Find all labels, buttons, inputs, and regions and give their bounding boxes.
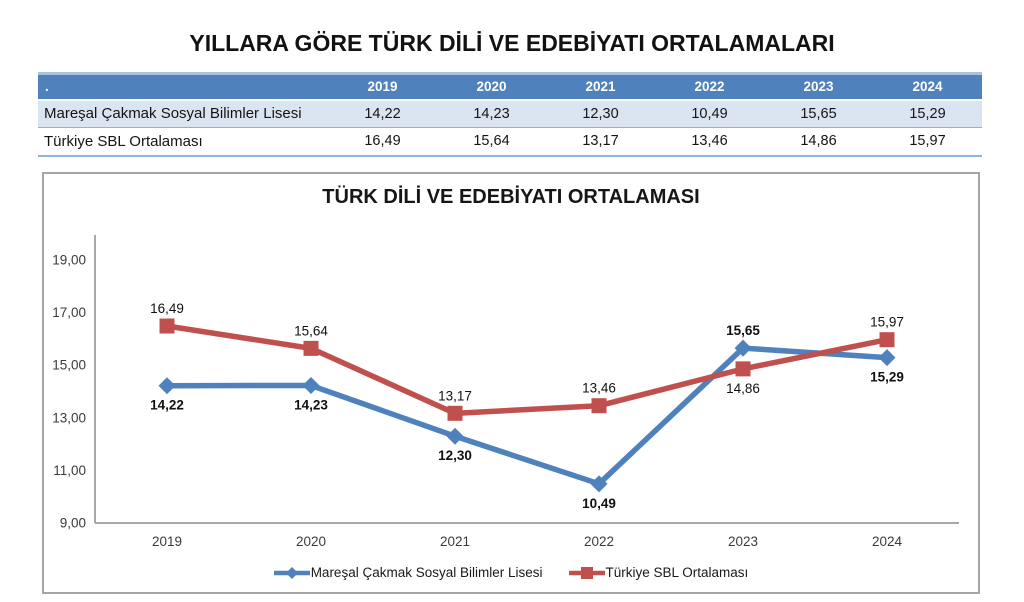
data-point-marker — [879, 332, 895, 348]
table-header-row: . 2019 2020 2021 2022 2023 2024 — [38, 72, 982, 101]
legend-item: Türkiye SBL Ortalaması — [568, 565, 749, 580]
data-point-marker — [158, 377, 176, 395]
data-point-label: 14,86 — [726, 381, 760, 396]
data-point-marker — [735, 361, 751, 377]
x-tick-label: 2024 — [872, 534, 903, 549]
chart-title: TÜRK DİLİ VE EDEBİYATI ORTALAMASI — [322, 186, 700, 208]
legend-marker-icon — [273, 566, 310, 579]
data-point-label: 15,29 — [870, 370, 904, 385]
x-tick-label: 2023 — [728, 534, 758, 549]
series-line-1 — [164, 323, 890, 417]
table-cell: 14,86 — [800, 133, 837, 150]
table-cell: 12,30 — [582, 105, 619, 122]
table-cell: 14,23 — [473, 105, 510, 122]
table-cell: 15,65 — [800, 105, 837, 122]
legend-label: Mareşal Çakmak Sosyal Bilimler Lisesi — [310, 565, 543, 580]
table-cell: 14,22 — [364, 105, 401, 122]
data-point-label: 13,17 — [438, 388, 472, 403]
y-tick-label: 11,00 — [53, 463, 86, 478]
data-point-marker — [302, 376, 320, 394]
year-header: 2023 — [764, 72, 873, 101]
x-tick-label: 2019 — [152, 534, 182, 549]
table-cell: 15,64 — [473, 133, 510, 150]
series-line-0 — [164, 345, 890, 487]
data-point-marker — [159, 318, 175, 334]
data-point-marker — [734, 339, 752, 357]
page-title: YILLARA GÖRE TÜRK DİLİ VE EDEBİYATI ORTA… — [189, 30, 835, 56]
data-point-label: 14,23 — [294, 397, 328, 412]
data-point-label: 10,49 — [582, 496, 616, 511]
row-label: Türkiye SBL Ortalaması — [44, 132, 203, 150]
year-header: 2020 — [437, 72, 546, 101]
y-tick-label: 15,00 — [52, 358, 86, 373]
line-chart-panel: 19,00 17,00 15,00 13,00 11,00 9,00 2019 2020 202… — [42, 172, 980, 594]
x-tick-label: 2021 — [440, 534, 470, 549]
data-point-label: 12,30 — [438, 448, 472, 463]
legend-item: Mareşal Çakmak Sosyal Bilimler Lisesi — [273, 565, 543, 580]
y-tick-label: 17,00 — [52, 305, 86, 320]
data-point-label: 16,49 — [150, 301, 184, 316]
data-point-label: 15,65 — [726, 323, 760, 338]
data-point-label: 13,46 — [582, 381, 616, 396]
row-label: Mareşal Çakmak Sosyal Bilimler Lisesi — [44, 105, 302, 123]
year-header: 2022 — [655, 72, 764, 101]
table-cell: 10,49 — [691, 105, 728, 122]
data-point-label: 15,97 — [870, 315, 904, 330]
year-header: 2021 — [546, 72, 655, 101]
table-row: Mareşal Çakmak Sosyal Bilimler Lisesi 14… — [38, 99, 982, 128]
table-cell: 13,46 — [691, 133, 728, 150]
data-point-marker — [303, 340, 319, 356]
table-cell: 15,29 — [909, 105, 946, 122]
data-point-marker — [446, 427, 464, 445]
y-tick-label: 9,00 — [60, 516, 86, 531]
year-header: 2024 — [873, 72, 982, 101]
data-point-marker — [590, 475, 608, 493]
y-tick-label: 13,00 — [52, 410, 86, 425]
corner-header-cell: . — [38, 72, 328, 101]
data-point-marker — [878, 349, 896, 367]
y-tick-label: 19,00 — [52, 253, 86, 268]
line-chart: 19,00 17,00 15,00 13,00 11,00 9,00 2019 2020 202… — [52, 235, 959, 549]
table-row: Türkiye SBL Ortalaması 16,49 15,64 13,17… — [38, 127, 982, 156]
x-tick-label: 2020 — [296, 534, 326, 549]
averages-table: . 2019 2020 2021 2022 2023 2024 Mareşal … — [38, 72, 982, 157]
year-header: 2019 — [328, 72, 437, 101]
chart-legend: Mareşal Çakmak Sosyal Bilimler Lisesi Tür… — [44, 565, 978, 580]
data-point-label: 14,22 — [150, 398, 184, 413]
legend-label: Türkiye SBL Ortalaması — [605, 565, 749, 580]
legend-marker-icon — [568, 566, 605, 579]
data-point-marker — [447, 405, 463, 421]
table-cell: 13,17 — [582, 133, 619, 150]
data-point-label: 15,64 — [294, 323, 328, 338]
table-cell: 16,49 — [364, 133, 401, 150]
data-point-marker — [591, 398, 607, 414]
table-cell: 15,97 — [909, 133, 946, 150]
x-tick-label: 2022 — [584, 534, 614, 549]
